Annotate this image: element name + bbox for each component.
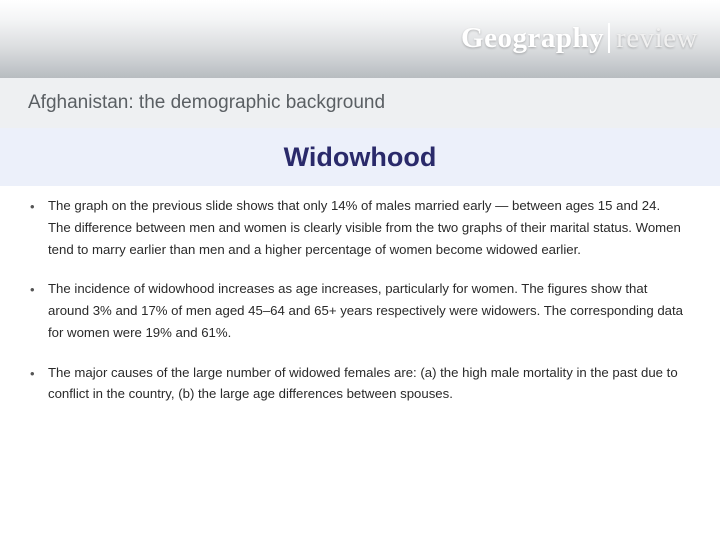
bullet-text: The major causes of the large number of … bbox=[48, 362, 686, 406]
brand-logo: Geography review bbox=[461, 22, 698, 55]
header-band: Geography review bbox=[0, 0, 720, 78]
bullet-dot-icon: • bbox=[30, 362, 48, 406]
bullet-dot-icon: • bbox=[30, 195, 48, 260]
slide-subtitle: Afghanistan: the demographic background bbox=[28, 92, 385, 114]
content-area: • The graph on the previous slide shows … bbox=[30, 195, 686, 423]
brand-word-2: review bbox=[616, 22, 698, 54]
brand-word-1: Geography bbox=[461, 22, 604, 54]
subtitle-band: Afghanistan: the demographic background bbox=[0, 78, 720, 128]
title-band: Widowhood bbox=[0, 128, 720, 186]
bullet-item: • The graph on the previous slide shows … bbox=[30, 195, 686, 260]
bullet-text: The graph on the previous slide shows th… bbox=[48, 195, 686, 260]
bullet-dot-icon: • bbox=[30, 278, 48, 343]
bullet-item: • The incidence of widowhood increases a… bbox=[30, 278, 686, 343]
brand-divider bbox=[608, 23, 610, 53]
bullet-text: The incidence of widowhood increases as … bbox=[48, 278, 686, 343]
slide-title: Widowhood bbox=[284, 142, 437, 173]
slide: Geography review Afghanistan: the demogra… bbox=[0, 0, 720, 540]
bullet-item: • The major causes of the large number o… bbox=[30, 362, 686, 406]
